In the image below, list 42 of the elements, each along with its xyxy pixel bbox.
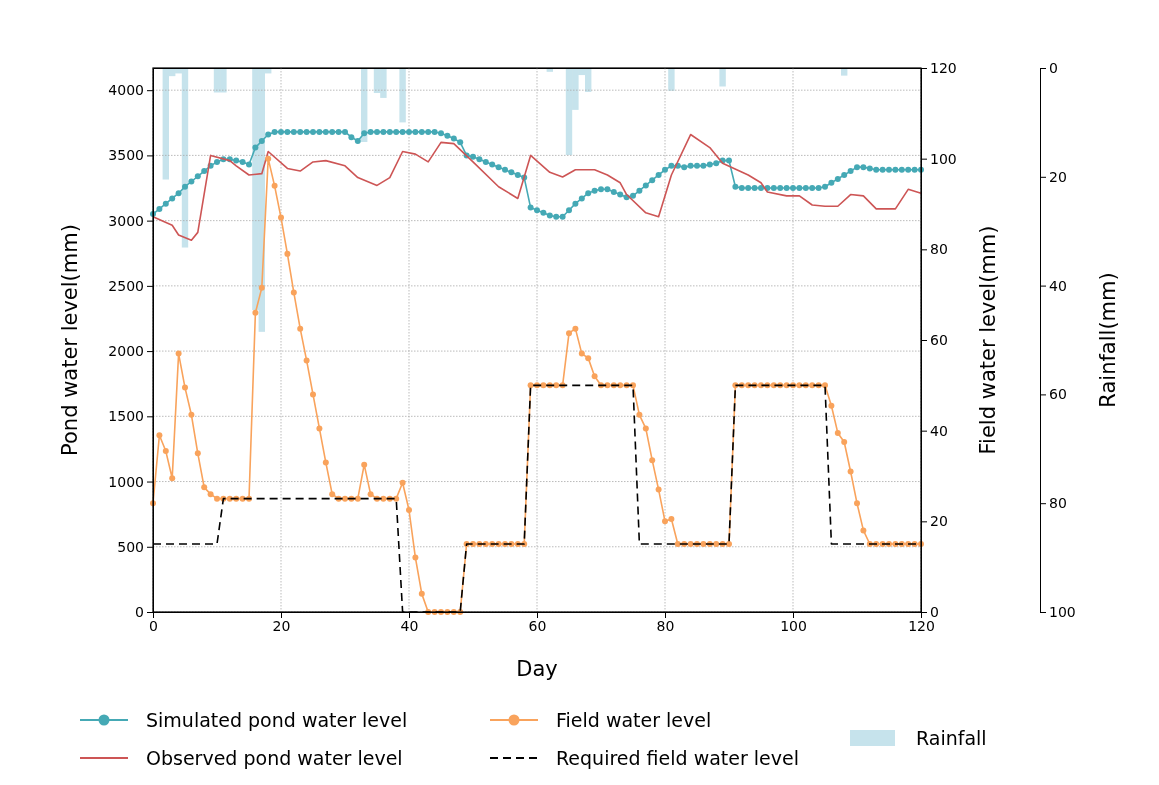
y-tick-label: 500 — [117, 538, 144, 555]
y2-tick-label: 120 — [930, 59, 957, 76]
bar — [719, 68, 726, 87]
y2-tick-label: 0 — [930, 603, 939, 620]
x-axis-title: Day — [516, 657, 558, 681]
y-tick-label: 2500 — [108, 277, 144, 294]
y-tick-label: 0 — [1049, 59, 1058, 76]
y-tick-label: 4000 — [108, 82, 144, 99]
y-tick-label: 1000 — [108, 473, 144, 490]
y2-tick-label: 60 — [930, 331, 948, 348]
y-axis-title: Rainfall(mm) — [1096, 272, 1120, 408]
x-tick-label: 0 — [149, 617, 158, 634]
y-tick-label: 1500 — [108, 408, 144, 425]
legend-label: Rainfall — [916, 727, 987, 749]
x-tick-label: 100 — [780, 617, 807, 634]
y2-tick-label: 20 — [930, 513, 948, 530]
y-tick-label: 2000 — [108, 343, 144, 360]
x-tick-label: 120 — [908, 617, 935, 634]
legend-label: Field water level — [556, 709, 712, 731]
y-tick-label: 20 — [1049, 168, 1067, 185]
y-tick-label: 3000 — [108, 212, 144, 229]
x-tick-label: 40 — [400, 617, 419, 634]
bar — [399, 68, 406, 123]
legend-label: Observed pond water level — [146, 747, 403, 769]
x-tick-label: 80 — [656, 617, 675, 634]
y2-tick-label: 40 — [930, 422, 948, 439]
y-tick-label: 0 — [135, 603, 144, 620]
bar — [668, 68, 675, 91]
x-tick-label: 60 — [528, 617, 547, 634]
x-tick-label: 20 — [272, 617, 291, 634]
legend-label: Simulated pond water level — [146, 709, 408, 731]
y2-tick-label: 100 — [930, 150, 957, 167]
y-tick-label: 100 — [1049, 603, 1076, 620]
y2-tick-label: 80 — [930, 241, 948, 258]
y2-axis-title: Field water level(mm) — [976, 225, 1000, 455]
y-tick-label: 60 — [1049, 386, 1067, 403]
y-tick-label: 40 — [1049, 277, 1067, 294]
legend-label: Required field water level — [556, 747, 799, 769]
y-tick-label: 3500 — [108, 147, 144, 164]
y-axis-title: Pond water level(mm) — [58, 224, 82, 456]
line-series — [152, 133, 922, 241]
y-tick-label: 80 — [1049, 495, 1067, 512]
